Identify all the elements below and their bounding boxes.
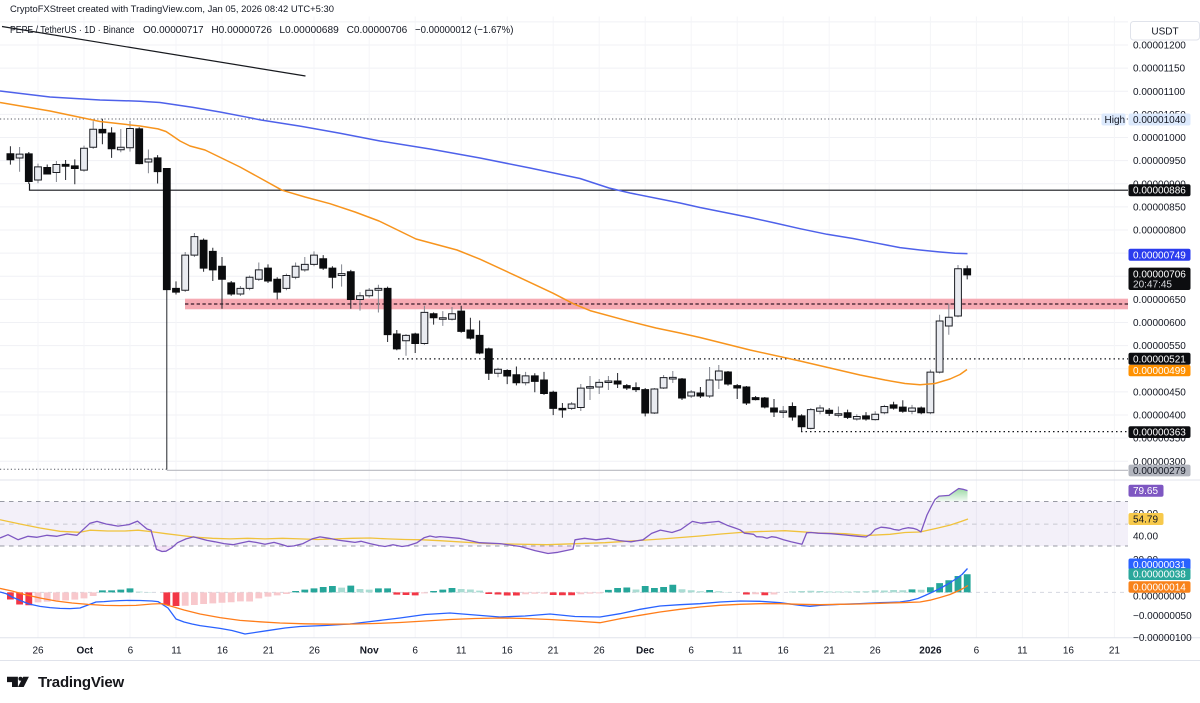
svg-text:0.00000521: 0.00000521 bbox=[1133, 354, 1186, 365]
svg-text:26: 26 bbox=[309, 646, 321, 657]
svg-text:0.00000706: 0.00000706 bbox=[1133, 270, 1186, 281]
svg-text:0.00000450: 0.00000450 bbox=[1133, 387, 1186, 398]
svg-text:PEPE / TetherUS · 1D · Binance: PEPE / TetherUS · 1D · Binance bbox=[10, 24, 135, 36]
svg-text:0.00000600: 0.00000600 bbox=[1133, 318, 1186, 329]
svg-text:54.79: 54.79 bbox=[1133, 515, 1158, 526]
svg-text:16: 16 bbox=[778, 646, 790, 657]
svg-text:20:47:45: 20:47:45 bbox=[1133, 280, 1172, 291]
svg-text:TradingView: TradingView bbox=[38, 675, 125, 691]
svg-text:26: 26 bbox=[870, 646, 882, 657]
svg-text:0.00000000: 0.00000000 bbox=[1133, 591, 1186, 602]
svg-text:0.00000279: 0.00000279 bbox=[1133, 466, 1186, 477]
svg-text:21: 21 bbox=[824, 646, 836, 657]
svg-text:0.00001150: 0.00001150 bbox=[1133, 64, 1186, 75]
svg-text:0.00000038: 0.00000038 bbox=[1133, 570, 1186, 581]
svg-text:21: 21 bbox=[1109, 646, 1121, 657]
svg-text:40.00: 40.00 bbox=[1133, 532, 1158, 543]
svg-text:O0.00000717: O0.00000717 bbox=[143, 24, 204, 36]
svg-text:79.65: 79.65 bbox=[1133, 486, 1158, 497]
svg-text:0.00000499: 0.00000499 bbox=[1133, 366, 1186, 377]
svg-text:L0.00000689: L0.00000689 bbox=[279, 24, 339, 36]
svg-text:16: 16 bbox=[217, 646, 229, 657]
svg-text:6: 6 bbox=[974, 646, 980, 657]
svg-text:2026: 2026 bbox=[919, 646, 942, 657]
svg-text:USDT: USDT bbox=[1151, 27, 1178, 38]
svg-text:0.00000650: 0.00000650 bbox=[1133, 295, 1186, 306]
svg-text:−0.00000050: −0.00000050 bbox=[1133, 611, 1192, 622]
svg-text:11: 11 bbox=[456, 646, 467, 657]
svg-text:0.00000350: 0.00000350 bbox=[1133, 434, 1186, 445]
svg-text:0.00000550: 0.00000550 bbox=[1133, 341, 1186, 352]
svg-text:16: 16 bbox=[502, 646, 514, 657]
svg-text:0.00000400: 0.00000400 bbox=[1133, 411, 1186, 422]
svg-text:6: 6 bbox=[128, 646, 134, 657]
svg-text:0.00000014: 0.00000014 bbox=[1133, 583, 1186, 594]
svg-text:6: 6 bbox=[412, 646, 418, 657]
svg-text:0.00001100: 0.00001100 bbox=[1133, 87, 1186, 98]
svg-text:21: 21 bbox=[263, 646, 275, 657]
svg-text:0.00000950: 0.00000950 bbox=[1133, 156, 1186, 167]
svg-text:11: 11 bbox=[1017, 646, 1028, 657]
svg-text:0.00000363: 0.00000363 bbox=[1133, 428, 1186, 439]
svg-text:Oct: Oct bbox=[76, 646, 93, 657]
svg-text:0.00000800: 0.00000800 bbox=[1133, 226, 1186, 237]
svg-text:6: 6 bbox=[688, 646, 694, 657]
svg-text:C0.00000706: C0.00000706 bbox=[347, 24, 408, 36]
svg-text:0.00001200: 0.00001200 bbox=[1133, 41, 1186, 52]
svg-text:0.00000300: 0.00000300 bbox=[1133, 457, 1186, 468]
svg-text:High: High bbox=[1105, 115, 1126, 126]
svg-text:Nov: Nov bbox=[360, 646, 379, 657]
svg-text:11: 11 bbox=[732, 646, 743, 657]
svg-text:0.00000749: 0.00000749 bbox=[1133, 250, 1186, 261]
svg-text:Dec: Dec bbox=[636, 646, 655, 657]
svg-text:CryptoFXStreet created with Tr: CryptoFXStreet created with TradingView.… bbox=[10, 4, 334, 15]
svg-text:0.00000886: 0.00000886 bbox=[1133, 186, 1186, 197]
svg-text:0.00000031: 0.00000031 bbox=[1133, 560, 1186, 571]
svg-text:0.00001040: 0.00001040 bbox=[1133, 115, 1186, 126]
svg-text:26: 26 bbox=[594, 646, 606, 657]
svg-text:−0.00000100: −0.00000100 bbox=[1133, 633, 1192, 644]
svg-text:16: 16 bbox=[1063, 646, 1075, 657]
svg-text:0.00000850: 0.00000850 bbox=[1133, 202, 1186, 213]
svg-text:11: 11 bbox=[171, 646, 182, 657]
svg-text:26: 26 bbox=[32, 646, 44, 657]
svg-text:21: 21 bbox=[548, 646, 560, 657]
svg-text:H0.00000726: H0.00000726 bbox=[211, 24, 272, 36]
svg-text:−0.00000012 (−1.67%): −0.00000012 (−1.67%) bbox=[415, 24, 513, 36]
svg-text:0.00001000: 0.00001000 bbox=[1133, 133, 1186, 144]
